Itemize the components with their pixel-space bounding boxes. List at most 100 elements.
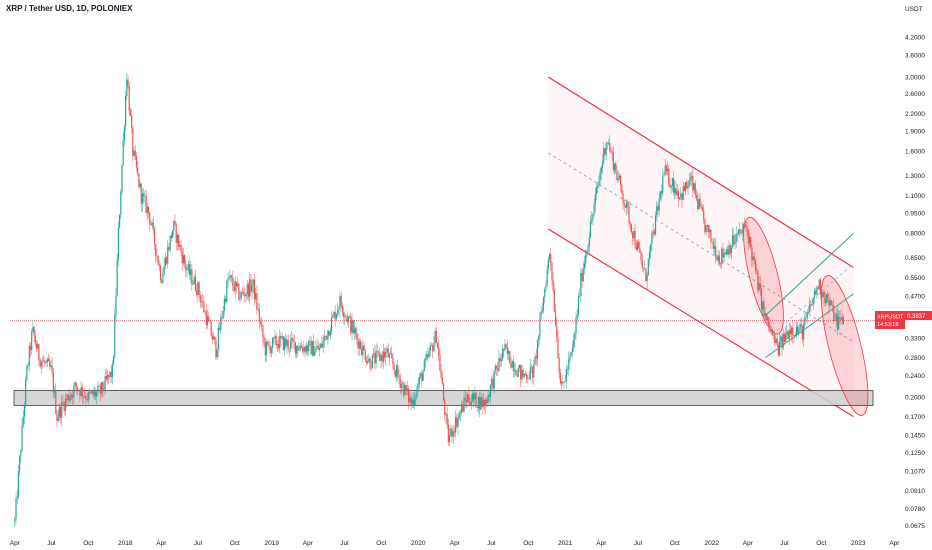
candle-body — [567, 369, 569, 371]
candle-body — [421, 373, 423, 382]
candle — [535, 348, 537, 366]
candle — [367, 355, 369, 366]
candle-body — [73, 386, 75, 398]
candle-body — [158, 264, 160, 266]
candle-body — [816, 287, 818, 295]
candle-body — [358, 341, 360, 349]
candle-body — [497, 368, 499, 371]
candle — [536, 339, 539, 367]
candle — [144, 190, 146, 202]
candle — [26, 364, 28, 382]
candle-body — [697, 198, 699, 210]
candle — [118, 213, 121, 229]
candle — [753, 252, 755, 265]
candle-body — [102, 382, 104, 391]
candle-body — [603, 148, 605, 162]
candle — [473, 391, 475, 408]
candle-body — [658, 198, 660, 211]
candle — [568, 351, 570, 376]
candle — [729, 242, 731, 258]
candle — [205, 303, 207, 330]
candle — [369, 356, 371, 373]
candle — [594, 186, 596, 213]
candle-body — [778, 341, 781, 356]
candle — [305, 341, 307, 356]
candle-body — [234, 281, 236, 292]
y-tick-label: 0.1700 — [905, 414, 925, 421]
candle — [671, 177, 673, 192]
candle-body — [90, 393, 92, 394]
candle — [798, 325, 800, 336]
candle-body — [306, 345, 309, 352]
candle-body — [612, 152, 614, 171]
candle-body — [682, 186, 684, 200]
candle-body — [190, 269, 192, 276]
candle-body — [34, 335, 36, 344]
candle-body — [626, 202, 628, 208]
candle — [571, 341, 574, 358]
candle — [265, 339, 268, 362]
candle — [746, 221, 748, 237]
candle — [321, 336, 323, 349]
candle — [650, 243, 652, 259]
candle-body — [251, 285, 253, 292]
candle-body — [486, 399, 488, 404]
candle — [43, 354, 45, 362]
candle-body — [769, 325, 771, 332]
candle — [400, 380, 403, 396]
candle — [552, 271, 554, 294]
candle — [357, 334, 359, 356]
candle — [245, 292, 247, 302]
candle — [715, 238, 717, 264]
candle — [423, 358, 425, 372]
candle — [412, 392, 415, 408]
candle — [368, 353, 370, 364]
candle — [439, 349, 441, 372]
candle-body — [118, 215, 121, 228]
candle-body — [833, 305, 835, 322]
candle — [344, 311, 346, 325]
candle — [530, 364, 533, 374]
candle — [461, 400, 463, 416]
candle — [815, 288, 817, 296]
candle-body — [23, 404, 26, 417]
candle-body — [627, 202, 629, 208]
candle — [606, 142, 608, 150]
candle — [829, 296, 831, 309]
candle — [789, 323, 792, 337]
candle — [216, 348, 218, 361]
candle-body — [635, 245, 637, 250]
candle — [430, 343, 433, 347]
candle — [146, 202, 148, 221]
candle — [586, 250, 588, 259]
candle-body — [692, 175, 694, 191]
candle-body — [476, 407, 478, 408]
candle — [158, 260, 160, 272]
candle-body — [698, 198, 700, 210]
candle-body — [39, 360, 41, 367]
candle — [786, 323, 788, 340]
candle-body — [470, 401, 472, 406]
candle — [809, 296, 811, 314]
candle — [32, 321, 34, 333]
candle — [299, 342, 301, 352]
candle — [287, 334, 289, 353]
y-tick-label: 3.0000 — [905, 74, 925, 81]
candle-body — [91, 391, 93, 394]
candle-body — [687, 186, 689, 189]
candle-body — [403, 383, 405, 396]
y-tick-label: 0.4700 — [905, 294, 925, 301]
candle-body — [430, 345, 433, 346]
candle — [515, 363, 517, 376]
candle-body — [745, 225, 747, 228]
candle-body — [786, 331, 788, 335]
candle — [660, 184, 663, 202]
candle — [727, 245, 729, 256]
candle — [548, 253, 551, 263]
x-tick-label: Apr — [450, 540, 461, 547]
candle — [309, 336, 311, 346]
candle — [402, 379, 404, 390]
candle — [241, 287, 244, 296]
candle-body — [240, 292, 242, 299]
